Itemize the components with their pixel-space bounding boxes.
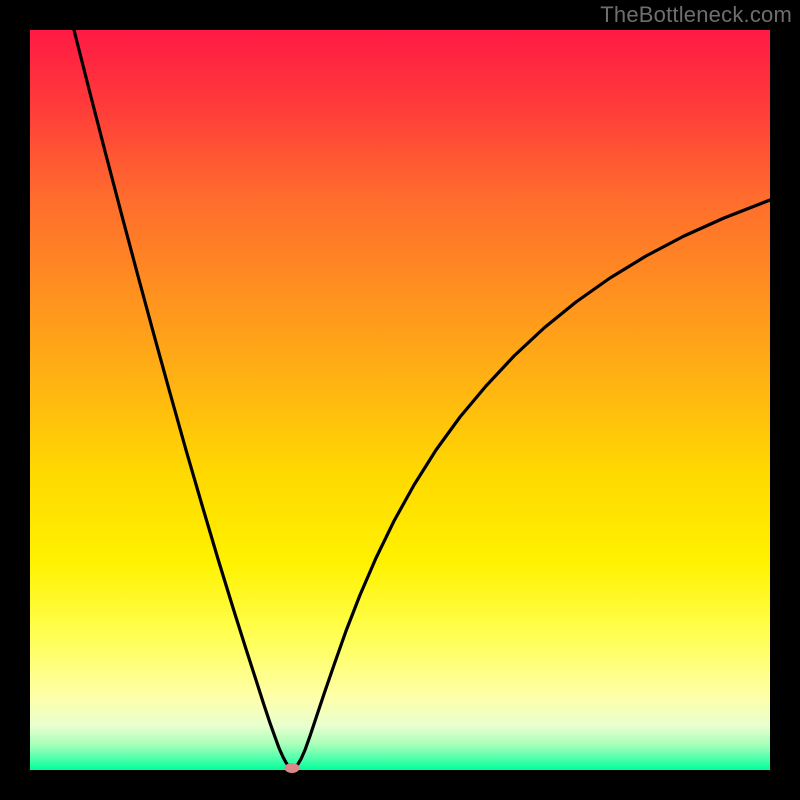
bottleneck-curve	[30, 30, 770, 770]
optimum-marker	[285, 763, 300, 773]
plot-area	[30, 30, 770, 770]
chart-frame: TheBottleneck.com	[0, 0, 800, 800]
curve-path	[74, 30, 770, 769]
watermark-text: TheBottleneck.com	[600, 2, 792, 28]
